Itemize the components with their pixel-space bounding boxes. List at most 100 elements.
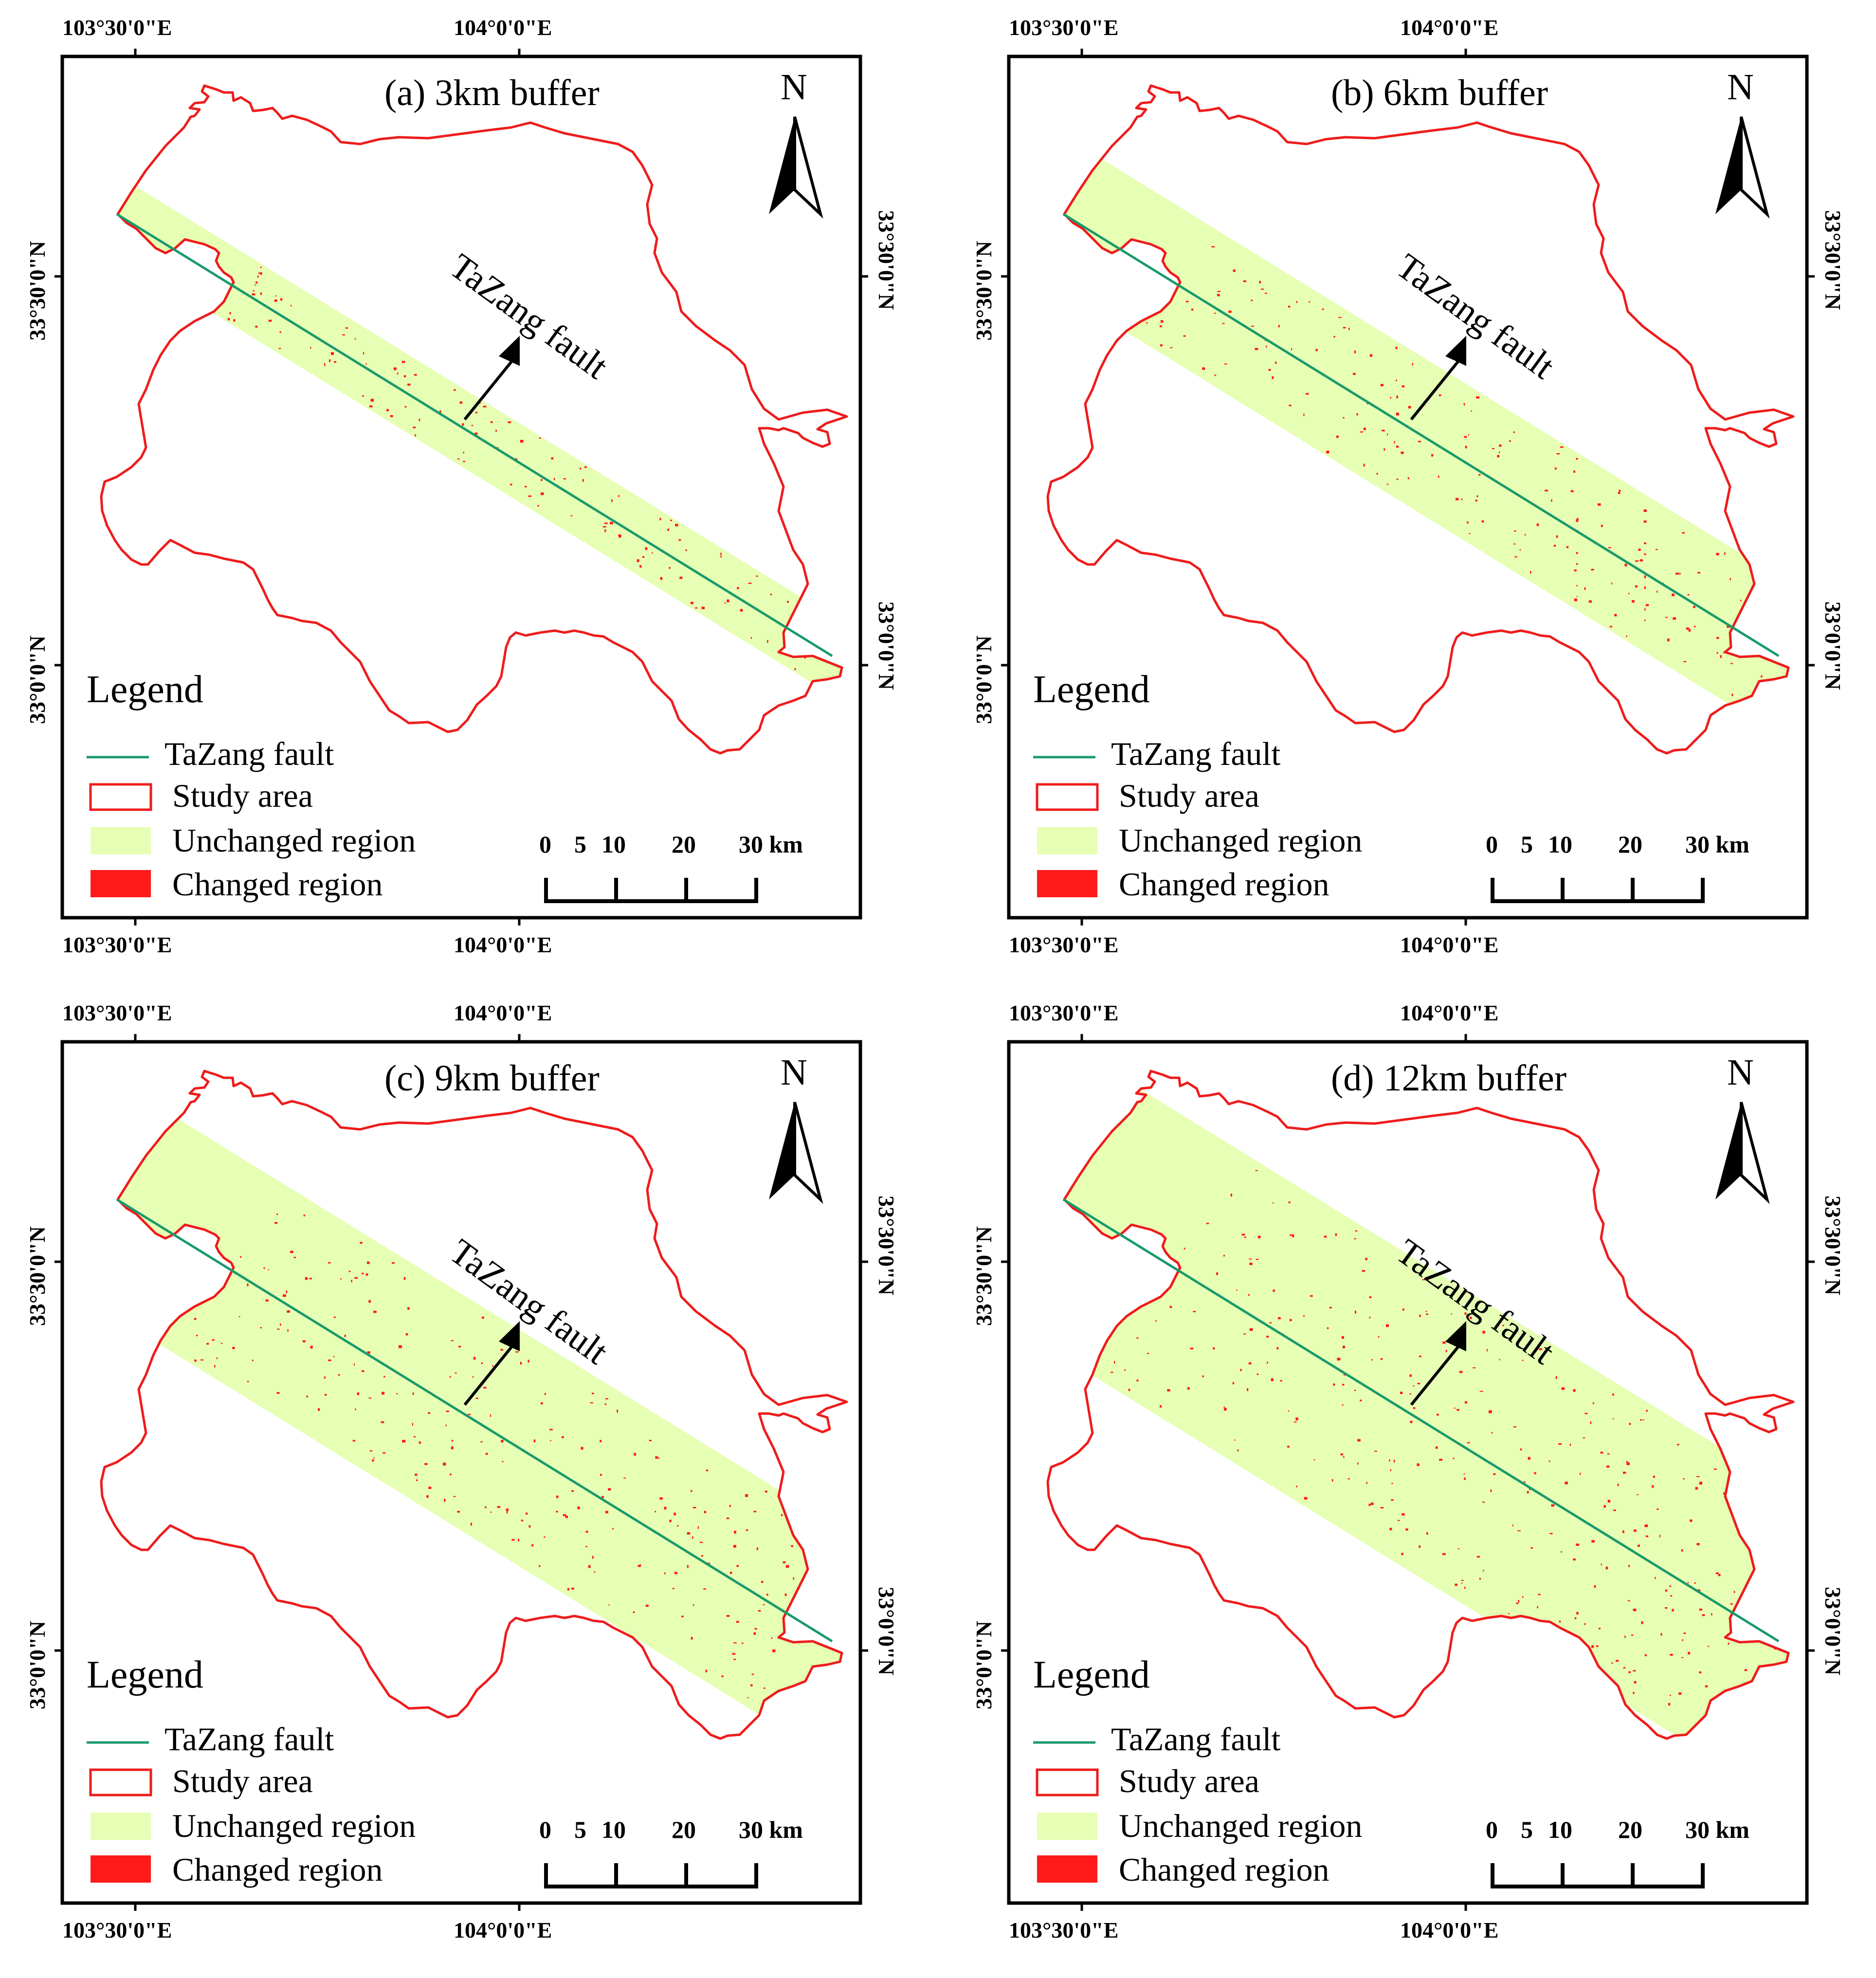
changed-region-speck — [1396, 395, 1398, 399]
changed-region-speck — [1705, 1685, 1708, 1688]
changed-region-speck — [483, 1387, 487, 1389]
changed-region-speck — [1170, 347, 1173, 348]
changed-region-speck — [1499, 444, 1502, 447]
changed-region-speck — [260, 1327, 262, 1328]
changed-region-speck — [699, 1542, 703, 1543]
changed-region-speck — [333, 1316, 336, 1318]
changed-region-speck — [462, 423, 464, 426]
changed-region-speck — [1378, 1336, 1380, 1338]
changed-region-speck — [783, 1561, 786, 1563]
changed-region-speck — [373, 1310, 377, 1313]
changed-region-speck — [1442, 1553, 1446, 1555]
changed-region-speck — [1596, 1645, 1599, 1647]
changed-region-speck — [324, 1394, 327, 1396]
changed-region-speck — [403, 1277, 406, 1280]
changed-region-speck — [495, 430, 497, 432]
legend-title: Legend — [87, 1653, 203, 1696]
tazang-fault-line — [1062, 213, 1780, 657]
changed-region-speck — [1417, 1463, 1420, 1466]
changed-region-speck — [642, 556, 645, 558]
changed-region-speck — [1380, 1506, 1384, 1508]
changed-region-speck — [1417, 1382, 1421, 1384]
changed-region-speck — [206, 1343, 209, 1345]
changed-region-speck — [369, 1450, 373, 1452]
changed-region-speck — [1576, 596, 1578, 597]
changed-region-speck — [1211, 246, 1215, 248]
changed-region-speck — [428, 1412, 431, 1414]
changed-region-speck — [1243, 1333, 1246, 1335]
changed-region-speck — [1492, 448, 1494, 450]
changed-region-speck — [828, 1579, 830, 1582]
changed-region-speck — [1418, 441, 1421, 442]
changed-region-speck — [1499, 451, 1500, 454]
changed-region-speck — [672, 1588, 674, 1589]
legend-item-study-area: Study area — [1119, 777, 1259, 814]
changed-region-speck — [812, 629, 815, 632]
legend-title: Legend — [1033, 1653, 1150, 1696]
changed-region-speck — [571, 1490, 574, 1492]
changed-region-speck — [1280, 1380, 1282, 1382]
legend-swatches — [87, 1741, 152, 1883]
lat-label-left-bottom: 33°0'0"N — [25, 1621, 50, 1709]
changed-region-speck — [771, 1637, 773, 1639]
changed-region-speck — [767, 640, 768, 643]
changed-region-speck — [565, 1515, 568, 1518]
changed-region-speck — [617, 1410, 618, 1413]
changed-region-speck — [1288, 1201, 1291, 1203]
changed-region-speck — [1439, 1459, 1442, 1461]
changed-region-speck — [802, 1510, 804, 1513]
changed-region-speck — [1716, 652, 1718, 654]
changed-region-speck — [1206, 1222, 1209, 1224]
lon-label-top-left: 103°30'0"E — [1009, 1000, 1119, 1025]
changed-region-speck — [1422, 1279, 1425, 1281]
changed-region-speck — [362, 1272, 364, 1274]
changed-region-speck — [415, 434, 416, 437]
changed-region-speck — [619, 535, 621, 538]
changed-region-speck — [802, 1686, 805, 1688]
lon-label-bottom-right: 104°0'0"E — [1400, 1918, 1499, 1942]
changed-region-speck — [785, 1565, 789, 1568]
changed-region-speck — [1514, 530, 1516, 532]
legend-item-fault: TaZang fault — [1111, 1721, 1281, 1758]
changed-region-speck — [533, 1439, 536, 1442]
changed-region-speck — [1516, 1602, 1519, 1604]
changed-region-speck — [1390, 1469, 1391, 1471]
changed-region-speck — [1682, 1639, 1683, 1641]
changed-region-speck — [724, 602, 726, 604]
changed-region-speck — [637, 1565, 641, 1567]
changed-region-speck — [386, 409, 389, 412]
changed-region-speck — [1409, 1374, 1412, 1377]
changed-region-speck — [515, 458, 518, 460]
changed-region-speck — [1396, 445, 1399, 448]
changed-region-speck — [645, 1604, 649, 1607]
changed-region-speck — [365, 1273, 368, 1276]
changed-region-speck — [1368, 1504, 1371, 1506]
changed-region-speck — [324, 363, 326, 366]
changed-region-speck — [1287, 1446, 1290, 1448]
changed-region-speck — [1184, 1248, 1185, 1250]
changed-region-speck — [1464, 1312, 1467, 1315]
changed-region-speck — [645, 547, 648, 550]
changed-region-speck — [1244, 1236, 1246, 1238]
changed-region-speck — [539, 1565, 541, 1567]
changed-region-speck — [1681, 1657, 1684, 1658]
changed-region-speck — [1744, 1669, 1748, 1671]
changed-region-speck — [659, 1497, 663, 1500]
changed-region-speck — [1633, 1670, 1636, 1671]
changed-region-speck — [1574, 599, 1577, 601]
changed-region-speck — [670, 520, 672, 521]
changed-region-speck — [703, 1588, 707, 1590]
changed-region-speck — [1670, 1653, 1673, 1656]
changed-region-speck — [373, 1457, 375, 1459]
changed-region-speck — [726, 1615, 730, 1617]
changed-region-speck — [501, 1440, 504, 1443]
changed-region-speck — [1556, 535, 1558, 538]
changed-region-speck — [1304, 1497, 1308, 1500]
changed-region-speck — [282, 1294, 286, 1297]
changed-region-speck — [1217, 290, 1221, 292]
changed-region-speck — [1442, 1342, 1446, 1344]
changed-region-speck — [1257, 1235, 1261, 1238]
changed-region-speck — [1362, 1270, 1366, 1272]
changed-region-speck — [1561, 1551, 1562, 1553]
changed-region-speck — [490, 421, 493, 423]
